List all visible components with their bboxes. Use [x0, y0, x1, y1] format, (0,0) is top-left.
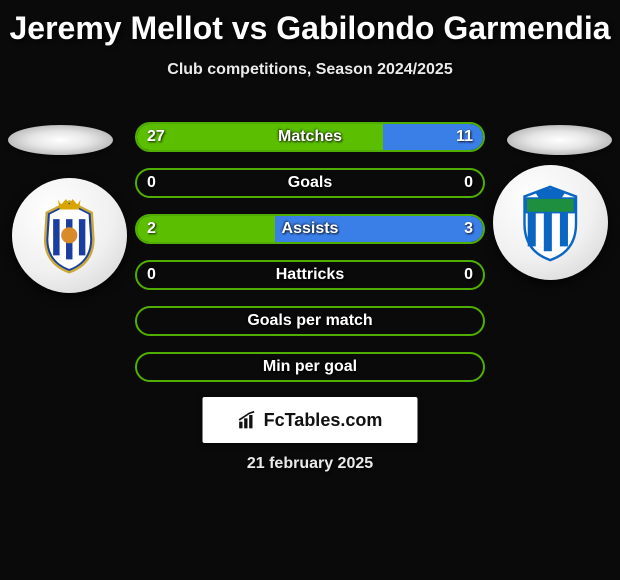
bar-fill-right — [275, 216, 483, 242]
bar-row: Hattricks00 — [135, 260, 485, 290]
bar-track — [135, 306, 485, 336]
bar-track — [135, 122, 485, 152]
bar-track — [135, 260, 485, 290]
branding-text: FcTables.com — [264, 410, 383, 431]
date-text: 21 february 2025 — [0, 455, 620, 473]
club-crest-right — [493, 165, 608, 280]
tenerife-crest-icon — [29, 195, 110, 276]
bar-row: Assists23 — [135, 214, 485, 244]
player-oval-left — [8, 125, 113, 155]
bar-track — [135, 352, 485, 382]
bar-fill-right — [383, 124, 483, 150]
malaga-crest-icon — [510, 182, 591, 263]
bar-row: Matches2711 — [135, 122, 485, 152]
branding-badge: FcTables.com — [203, 397, 418, 443]
comparison-bars: Matches2711 Goals00 Assists23 Hattricks00 Go… — [135, 122, 485, 398]
bar-track — [135, 214, 485, 244]
bar-fill-left — [137, 124, 383, 150]
page-title: Jeremy Mellot vs Gabilondo Garmendia — [0, 0, 620, 47]
chart-icon — [238, 410, 258, 430]
bar-row: Goals00 — [135, 168, 485, 198]
bar-row: Min per goal — [135, 352, 485, 382]
bar-fill-left — [137, 216, 275, 242]
bar-track — [135, 168, 485, 198]
club-crest-left — [12, 178, 127, 293]
player-oval-right — [507, 125, 612, 155]
subtitle: Club competitions, Season 2024/2025 — [0, 61, 620, 79]
bar-row: Goals per match — [135, 306, 485, 336]
